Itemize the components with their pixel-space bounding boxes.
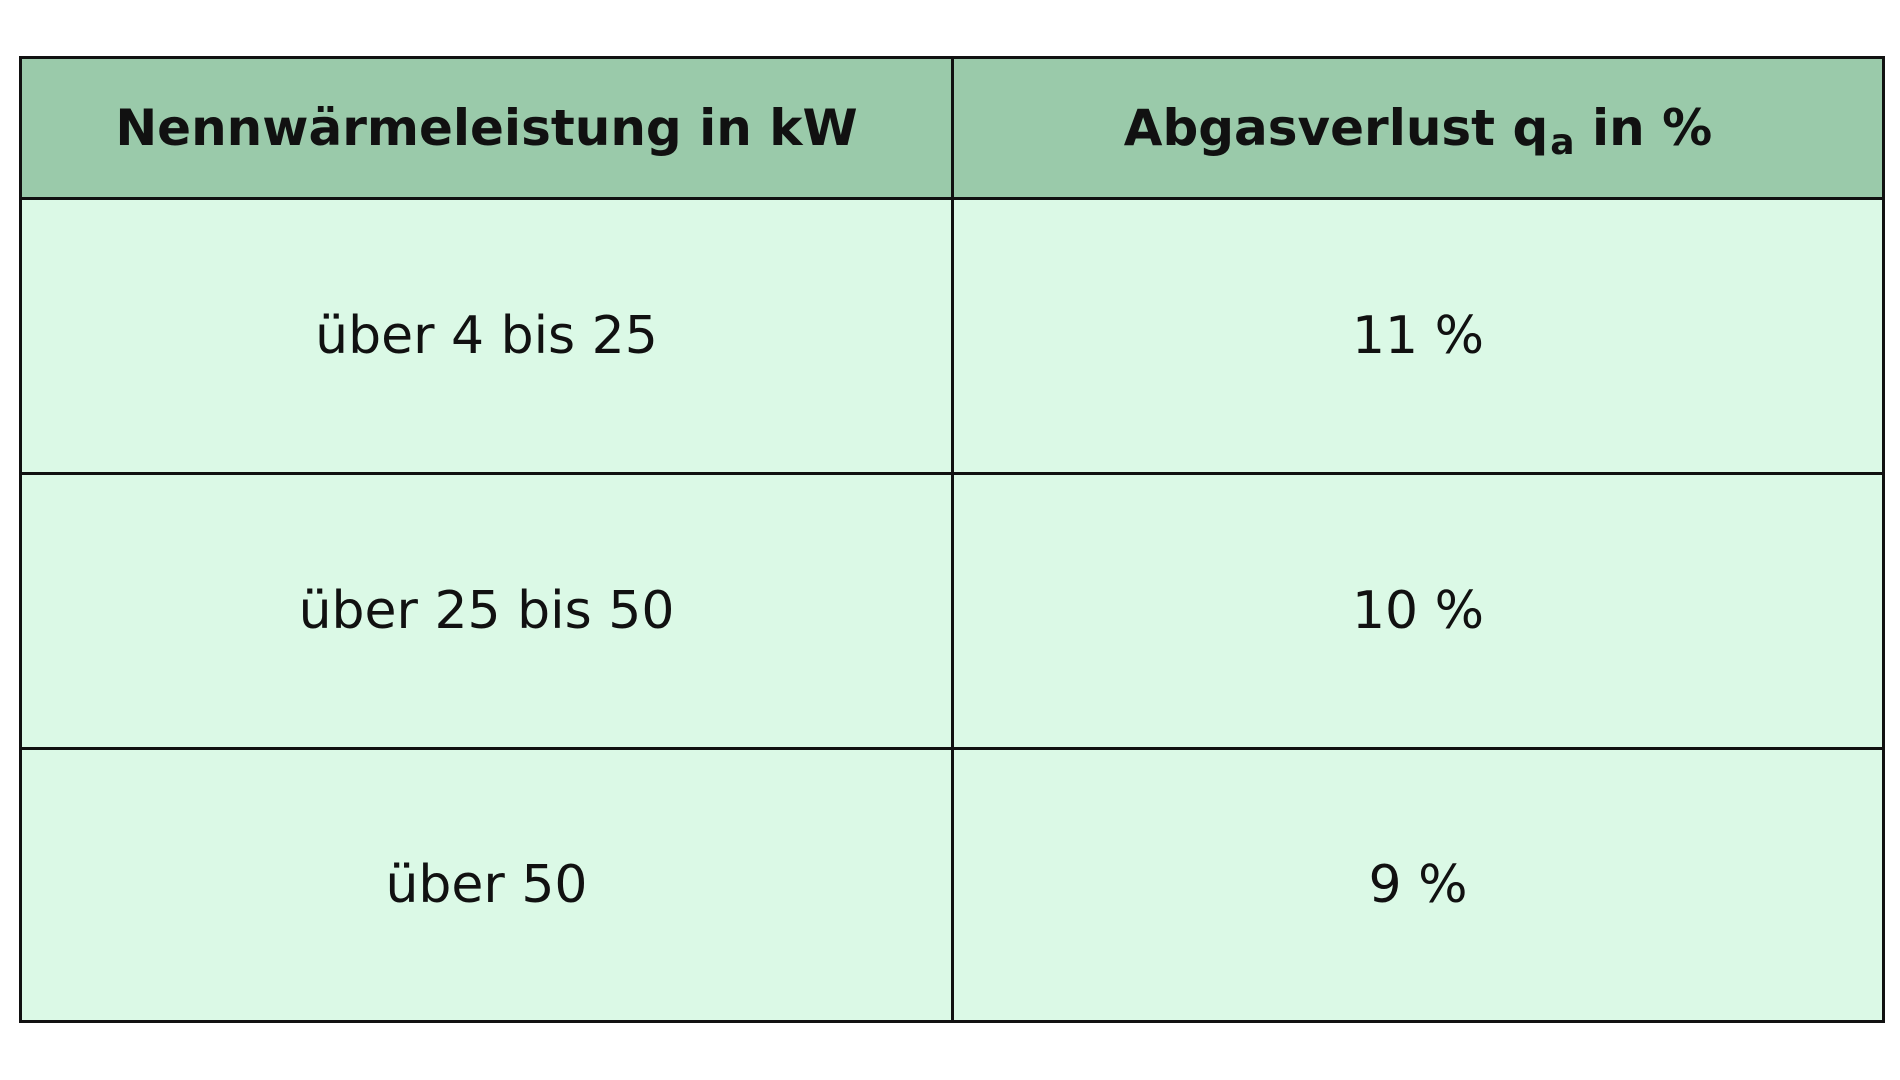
header-label-nennwaermeleistung: Nennwärmeleistung in kW: [115, 99, 858, 157]
table-cell-leistung: über 4 bis 25: [22, 200, 954, 475]
table-cell-verlust: 9 %: [954, 750, 1882, 1020]
cell-text: 11 %: [1351, 306, 1485, 366]
cell-text: über 50: [385, 855, 588, 915]
cell-text: über 25 bis 50: [298, 581, 675, 641]
header-nennwaermeleistung: Nennwärmeleistung in kW: [22, 59, 954, 200]
cell-text: über 4 bis 25: [315, 306, 658, 366]
table-cell-leistung: über 50: [22, 750, 954, 1020]
table-cell-leistung: über 25 bis 50: [22, 475, 954, 750]
header-subscript-a: a: [1550, 121, 1575, 163]
table-cell-verlust: 10 %: [954, 475, 1882, 750]
cell-text: 9 %: [1368, 855, 1468, 915]
cell-text: 10 %: [1351, 581, 1485, 641]
header-label-unit: in %: [1574, 99, 1713, 157]
header-label-abgasverlust: Abgasverlust q: [1123, 99, 1549, 157]
table-cell-verlust: 11 %: [954, 200, 1882, 475]
